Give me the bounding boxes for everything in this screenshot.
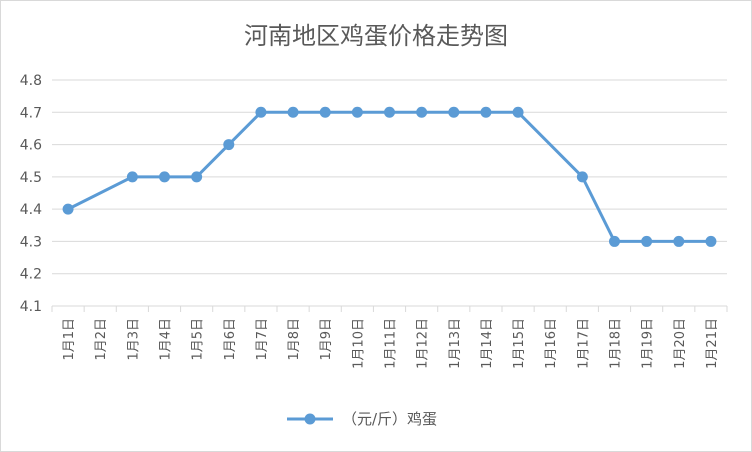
x-tick-label: 1月8日 [287, 318, 302, 361]
x-tick-label: 1月20日 [673, 318, 688, 369]
x-tick-label: 1月13日 [448, 318, 463, 369]
x-tick-label: 1月7日 [255, 318, 270, 361]
x-axis: 1月1日 1月2日 1月3日 1月4日 1月5日 1月6日 1月7日 1月8日 1月9日 1月10… [51, 306, 728, 369]
x-tick-label: 1月15日 [512, 318, 527, 369]
y-tick-label: 4.3 [20, 234, 42, 250]
y-tick-label: 4.1 [20, 299, 42, 315]
data-point[interactable] [159, 171, 170, 183]
data-point[interactable] [512, 106, 524, 118]
data-point[interactable] [705, 235, 717, 247]
x-tick-label: 1月18日 [609, 318, 624, 369]
data-point[interactable] [448, 106, 460, 118]
data-point[interactable] [641, 235, 653, 247]
y-tick-label: 4.8 [20, 73, 42, 89]
data-point[interactable] [673, 235, 685, 247]
x-tick-label: 1月5日 [191, 318, 206, 361]
y-tick-label: 4.7 [20, 105, 42, 121]
x-tick-label: 1月6日 [223, 318, 238, 361]
x-tick-label: 1月11日 [384, 318, 399, 369]
y-tick-label: 4.2 [20, 267, 42, 283]
x-tick-label: 1月3日 [126, 318, 141, 361]
x-tick-label: 1月4日 [159, 318, 174, 361]
data-point[interactable] [191, 171, 203, 183]
data-point[interactable] [416, 106, 428, 118]
data-point[interactable] [319, 106, 331, 118]
legend-marker [304, 413, 316, 425]
series-layer [62, 106, 717, 247]
x-tick-label: 1月12日 [416, 318, 431, 369]
x-tick-label: 1月1日 [62, 318, 77, 361]
x-tick-label: 1月9日 [319, 318, 334, 361]
data-point[interactable] [480, 106, 492, 118]
data-point[interactable] [609, 235, 620, 247]
legend-label: （元/斤）鸡蛋 [342, 410, 437, 428]
data-point[interactable] [287, 106, 299, 118]
data-point[interactable] [576, 171, 588, 183]
y-tick-label: 4.6 [20, 138, 42, 154]
x-tick-label: 1月10日 [351, 318, 366, 369]
y-axis: 4.1 4.2 4.3 4.4 4.5 4.6 4.7 4.8 [20, 73, 42, 315]
x-tick-label: 1月2日 [94, 318, 109, 361]
y-tick-label: 4.4 [20, 202, 42, 218]
data-point[interactable] [62, 203, 74, 215]
legend[interactable]: （元/斤）鸡蛋 [287, 410, 437, 428]
data-point[interactable] [351, 106, 363, 118]
data-point[interactable] [384, 106, 395, 118]
x-tick-label: 1月19日 [641, 318, 656, 369]
chart-title: 河南地区鸡蛋价格走势图 [244, 22, 508, 50]
x-tick-label: 1月17日 [576, 318, 591, 369]
data-point[interactable] [255, 106, 267, 118]
data-point[interactable] [223, 139, 235, 151]
x-tick-label: 1月21日 [705, 318, 720, 369]
x-tick-label: 1月14日 [480, 318, 495, 369]
y-tick-label: 4.5 [20, 170, 42, 186]
x-tick-label: 1月16日 [544, 318, 559, 369]
data-point[interactable] [126, 171, 138, 183]
